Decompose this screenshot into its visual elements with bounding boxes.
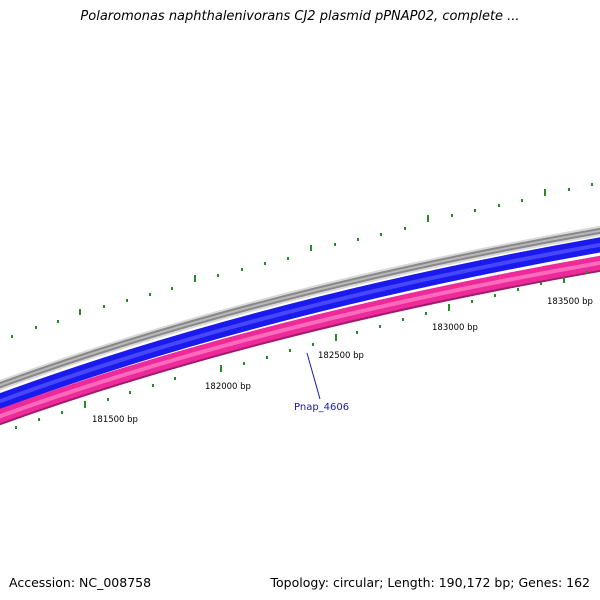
upper-tick-marks <box>11 183 593 338</box>
map-title: Polaromonas naphthalenivorans CJ2 plasmi… <box>80 9 520 24</box>
tick-label-183500: 183500 bp <box>547 297 593 307</box>
accession-text: Accession: NC_008758 <box>9 575 152 590</box>
scale-tick-marks <box>15 271 588 429</box>
topology-summary: Topology: circular; Length: 190,172 bp; … <box>270 575 591 590</box>
tick-label-182500: 182500 bp <box>318 351 364 361</box>
tick-label-182000: 182000 bp <box>205 382 251 392</box>
tick-label-181500: 181500 bp <box>92 415 138 425</box>
tick-label-183000: 183000 bp <box>432 323 478 333</box>
gene-label[interactable]: Pnap_4606 <box>294 402 349 413</box>
gene-callout-line <box>306 352 321 400</box>
